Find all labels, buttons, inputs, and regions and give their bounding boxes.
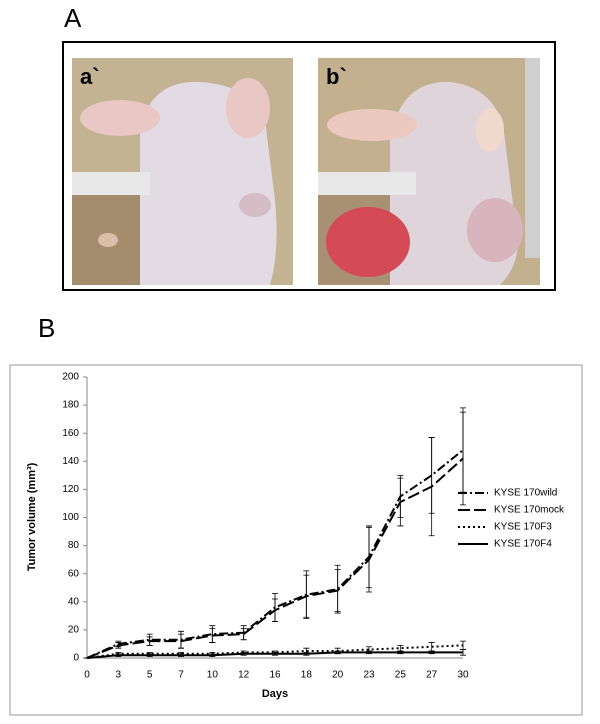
y-tick-label: 20 bbox=[68, 625, 80, 636]
y-tick-label: 120 bbox=[62, 484, 79, 495]
y-axis-title: Tumor volume (mm³) bbox=[26, 462, 38, 571]
x-tick-label: 12 bbox=[238, 670, 250, 681]
series-line bbox=[86, 651, 463, 659]
photo: a` bbox=[72, 58, 293, 285]
y-tick-label: 80 bbox=[68, 540, 80, 551]
legend-label: KYSE 170F3 bbox=[494, 522, 552, 533]
legend-label: KYSE 170mock bbox=[494, 505, 565, 516]
series-line bbox=[86, 457, 464, 659]
legend-label: KYSE 170F4 bbox=[494, 539, 552, 550]
x-tick-label: 18 bbox=[301, 670, 313, 681]
y-tick-label: 160 bbox=[62, 428, 79, 439]
x-axis-title: Days bbox=[262, 688, 288, 700]
x-tick-label: 25 bbox=[395, 670, 407, 681]
photo-label: a` bbox=[80, 64, 100, 89]
y-tick-label: 200 bbox=[62, 372, 79, 383]
x-tick-label: 27 bbox=[426, 670, 438, 681]
x-tick-label: 10 bbox=[207, 670, 219, 681]
panel-label: A bbox=[64, 3, 82, 33]
panel-label: B bbox=[38, 313, 55, 343]
x-tick-label: 0 bbox=[84, 670, 90, 681]
y-tick-label: 60 bbox=[68, 568, 80, 579]
photo-frame bbox=[62, 41, 556, 291]
error-bar bbox=[240, 628, 247, 641]
x-tick-label: 16 bbox=[269, 670, 281, 681]
legend-label: KYSE 170wild bbox=[494, 488, 557, 499]
y-tick-label: 180 bbox=[62, 400, 79, 411]
x-tick-label: 20 bbox=[332, 670, 344, 681]
y-tick-label: 100 bbox=[62, 512, 79, 523]
x-tick-label: 30 bbox=[457, 670, 469, 681]
y-tick-label: 140 bbox=[62, 456, 79, 467]
x-tick-label: 23 bbox=[363, 670, 375, 681]
y-tick-label: 40 bbox=[68, 596, 80, 607]
x-tick-label: 5 bbox=[147, 670, 153, 681]
y-tick-label: 0 bbox=[73, 653, 79, 664]
x-tick-label: 7 bbox=[178, 670, 184, 681]
photo-label: b` bbox=[326, 64, 347, 89]
x-tick-label: 3 bbox=[116, 670, 122, 681]
photo: b` bbox=[318, 58, 540, 285]
